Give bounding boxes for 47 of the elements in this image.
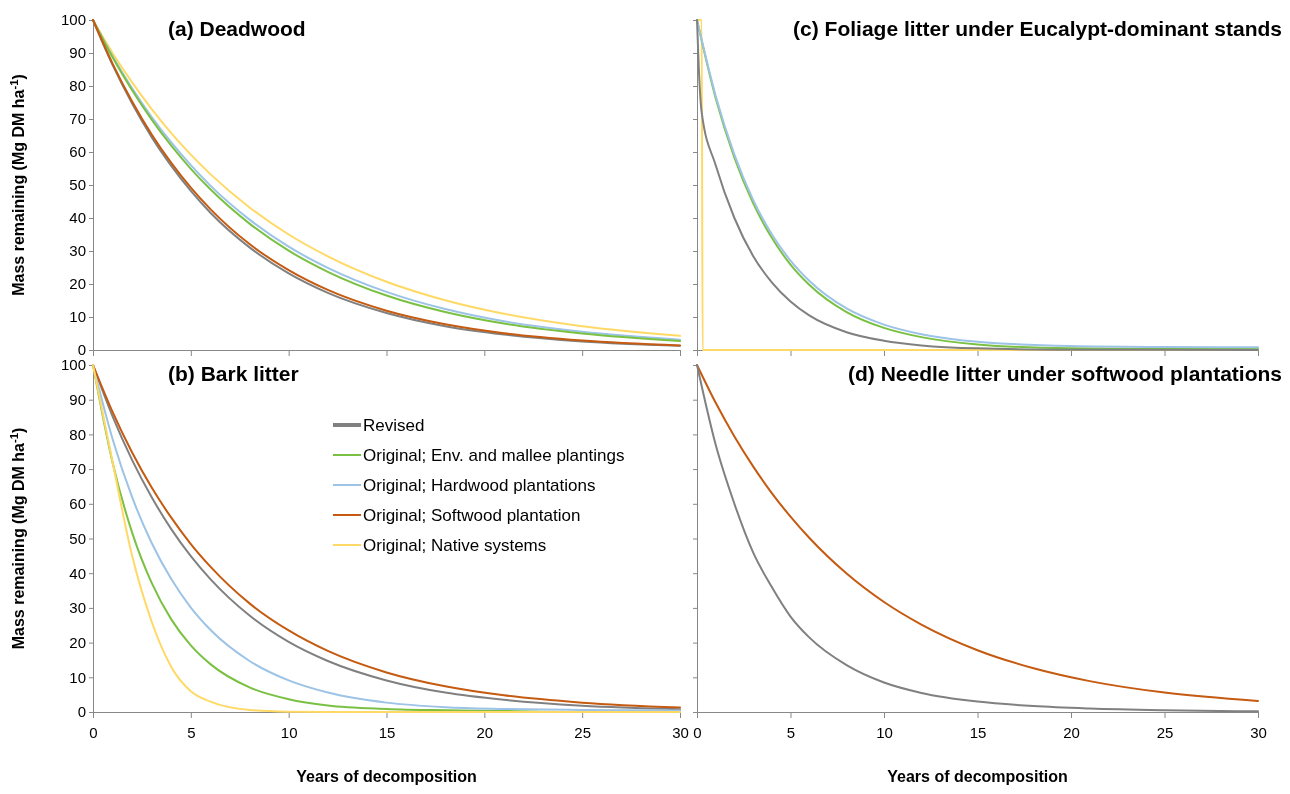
x-tick-label: 5 [187, 723, 196, 741]
chart-title: (b) Bark litter [168, 362, 299, 385]
x-tick-label: 5 [786, 723, 796, 741]
y-tick-label: 20 [69, 275, 86, 293]
x-tick-label: 25 [1156, 723, 1174, 741]
x-tick-label: 25 [574, 723, 592, 741]
x-tick-label: 10 [876, 723, 893, 741]
x-tick-label: 10 [280, 723, 298, 741]
y-tick-label: 20 [69, 633, 86, 651]
chart-title: (a) Deadwood [168, 17, 306, 40]
x-tick-label: 15 [378, 723, 396, 741]
y-tick-label: 10 [69, 668, 86, 686]
y-tick-label: 70 [69, 460, 86, 478]
x-tick-label: 20 [476, 723, 494, 741]
y-tick-label: 50 [69, 529, 86, 547]
legend-label: Original; Softwood plantation [363, 506, 581, 525]
y-tick-label: 60 [69, 495, 86, 513]
legend-label: Original; Native systems [363, 536, 547, 555]
x-tick-label: 30 [1250, 723, 1267, 741]
chart-title: (c) Foliage litter under Eucalypt-dominant stands [793, 17, 1282, 40]
x-axis-title: Years of decomposition [296, 768, 477, 785]
x-tick-label: 0 [693, 723, 702, 741]
y-tick-label: 60 [69, 143, 86, 161]
x-tick-label: 0 [89, 723, 98, 741]
x-tick-label: 20 [1063, 723, 1080, 741]
y-tick-label: 90 [69, 44, 86, 62]
legend-label: Original; Env. and mallee plantings [363, 446, 625, 465]
x-axis-title: Years of decomposition [887, 768, 1068, 785]
y-tick-label: 100 [60, 11, 86, 29]
y-tick-label: 100 [60, 356, 86, 374]
y-tick-label: 0 [77, 703, 86, 721]
x-tick-label: 15 [969, 723, 987, 741]
y-tick-label: 80 [69, 77, 86, 95]
y-tick-label: 70 [69, 110, 86, 128]
y-tick-label: 30 [69, 599, 86, 617]
y-tick-label: 80 [69, 425, 86, 443]
legend-label: Revised [363, 416, 425, 435]
y-tick-label: 0 [77, 341, 86, 359]
y-tick-label: 90 [69, 391, 86, 408]
y-tick-label: 10 [69, 308, 86, 326]
legend-label: Original; Hardwood plantations [363, 476, 596, 495]
y-tick-label: 50 [69, 176, 86, 194]
x-tick-label: 30 [672, 723, 689, 741]
y-tick-label: 40 [69, 209, 86, 227]
y-tick-label: 40 [69, 564, 86, 582]
y-tick-label: 30 [69, 242, 86, 260]
chart-title: (d) Needle litter under softwood plantations [847, 362, 1282, 385]
